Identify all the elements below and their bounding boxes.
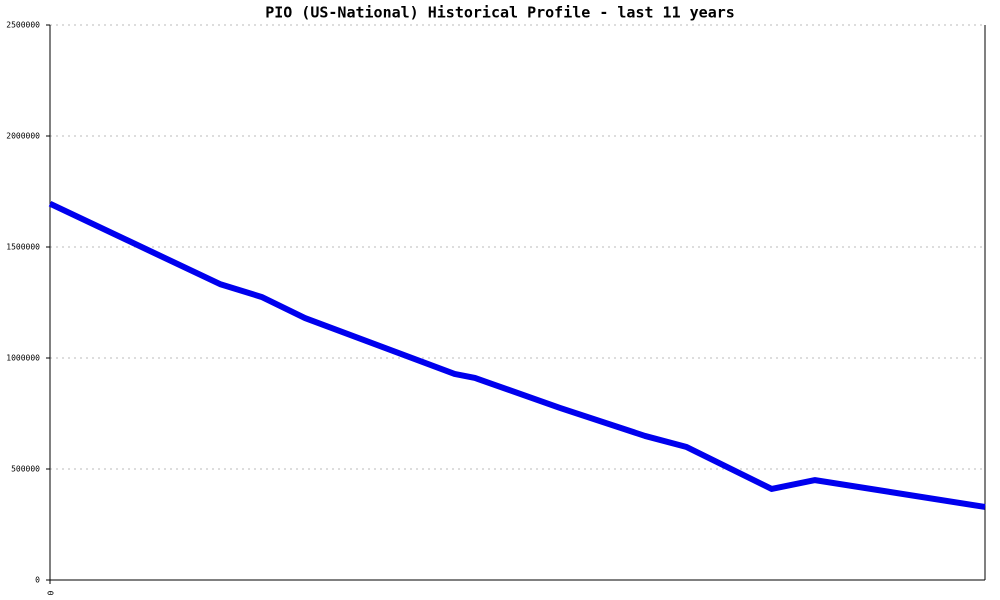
y-tick-label: 1000000 xyxy=(6,354,40,363)
x-tick-label: 0 xyxy=(46,591,55,596)
y-tick-label: 0 xyxy=(35,576,40,585)
y-tick-label: 2500000 xyxy=(6,21,40,30)
y-tick-label: 2000000 xyxy=(6,132,40,141)
chart-title: PIO (US-National) Historical Profile - l… xyxy=(265,4,735,22)
y-tick-label: 500000 xyxy=(11,465,40,474)
y-tick-label: 1500000 xyxy=(6,243,40,252)
data-line xyxy=(48,200,986,510)
